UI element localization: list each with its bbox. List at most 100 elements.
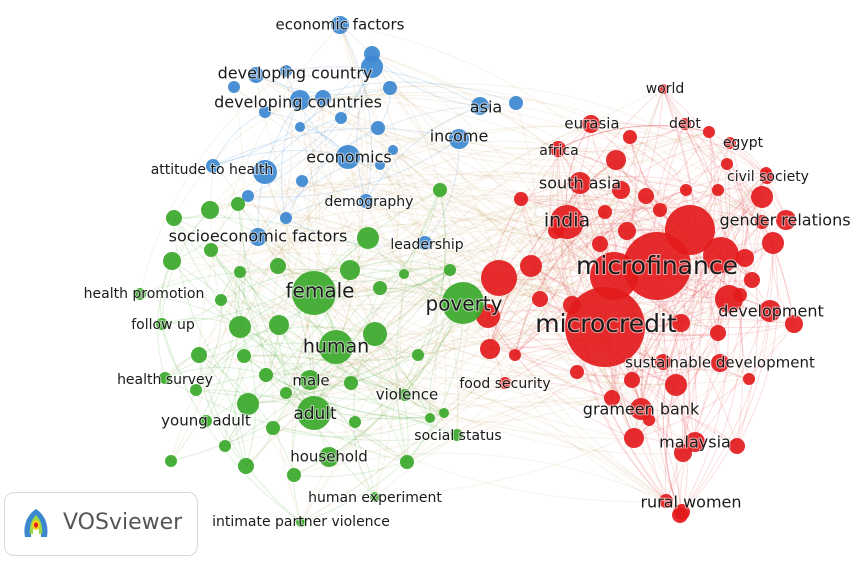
node-label[interactable]: poverty <box>425 291 504 317</box>
node-label[interactable]: eurasia <box>563 114 620 134</box>
blue-cluster-node[interactable] <box>336 145 360 169</box>
blue-cluster-node[interactable] <box>418 236 432 250</box>
red-cluster-node[interactable] <box>514 192 528 206</box>
node-label[interactable]: development <box>717 301 825 322</box>
red-cluster-node[interactable] <box>724 137 736 149</box>
node-label[interactable]: world <box>645 80 686 98</box>
node-label[interactable]: young adult <box>160 411 252 431</box>
red-cluster-node[interactable] <box>733 288 747 302</box>
red-cluster-node[interactable] <box>623 130 637 144</box>
node-label[interactable]: health survey <box>116 371 214 389</box>
red-cluster-node[interactable] <box>532 291 548 307</box>
green-cluster-node[interactable] <box>292 271 336 315</box>
red-cluster-node[interactable] <box>658 84 668 94</box>
green-cluster-node[interactable] <box>204 243 218 257</box>
green-cluster-node[interactable] <box>259 368 273 382</box>
node-label[interactable]: economic factors <box>275 15 406 35</box>
red-cluster-node[interactable] <box>744 272 760 288</box>
red-cluster-node[interactable] <box>623 232 691 300</box>
blue-cluster-node[interactable] <box>248 67 264 83</box>
green-cluster-node[interactable] <box>340 260 360 280</box>
red-cluster-node[interactable] <box>762 232 784 254</box>
blue-cluster-node[interactable] <box>361 56 383 78</box>
node-label[interactable]: female <box>285 278 356 304</box>
green-cluster-node[interactable] <box>357 227 379 249</box>
green-cluster-node[interactable] <box>231 197 245 211</box>
green-cluster-node[interactable] <box>319 447 339 467</box>
red-cluster-node[interactable] <box>638 188 654 204</box>
red-cluster-node[interactable] <box>481 260 517 296</box>
blue-cluster-node[interactable] <box>249 228 267 246</box>
green-cluster-node[interactable] <box>297 396 331 430</box>
red-cluster-node[interactable] <box>755 215 769 229</box>
green-cluster-node[interactable] <box>451 429 463 441</box>
red-cluster-node[interactable] <box>520 255 542 277</box>
node-label[interactable]: income <box>429 126 490 147</box>
green-cluster-node[interactable] <box>200 415 212 427</box>
green-cluster-node[interactable] <box>400 455 414 469</box>
green-cluster-node[interactable] <box>191 347 207 363</box>
node-label[interactable]: intimate partner violence <box>211 513 391 531</box>
node-label[interactable]: grameen bank <box>582 399 701 420</box>
node-label[interactable]: microcredit <box>534 308 678 339</box>
node-label[interactable]: follow up <box>130 316 196 334</box>
red-cluster-node[interactable] <box>499 377 511 389</box>
red-cluster-node[interactable] <box>776 210 796 230</box>
red-cluster-node[interactable] <box>703 237 739 273</box>
red-cluster-node[interactable] <box>674 504 690 520</box>
red-cluster-node[interactable] <box>612 181 630 199</box>
node-label[interactable]: malaysia <box>658 432 732 453</box>
blue-cluster-node[interactable] <box>280 65 292 77</box>
red-cluster-node[interactable] <box>655 354 671 370</box>
blue-cluster-node[interactable] <box>359 194 373 208</box>
green-cluster-node[interactable] <box>370 492 380 502</box>
red-cluster-node[interactable] <box>509 349 521 361</box>
red-cluster-node[interactable] <box>624 428 644 448</box>
node-label[interactable]: india <box>543 209 591 233</box>
node-label[interactable]: asia <box>469 97 503 118</box>
blue-cluster-node[interactable] <box>242 190 254 202</box>
red-cluster-node[interactable] <box>680 184 692 196</box>
blue-cluster-node[interactable] <box>315 90 331 106</box>
green-cluster-node[interactable] <box>269 315 289 335</box>
green-cluster-node[interactable] <box>442 282 484 324</box>
node-label[interactable]: developing country <box>217 63 374 84</box>
red-cluster-node[interactable] <box>759 300 781 322</box>
node-label[interactable]: household <box>289 447 369 467</box>
blue-cluster-node[interactable] <box>228 81 240 93</box>
green-cluster-node[interactable] <box>300 370 320 390</box>
red-cluster-node[interactable] <box>582 115 600 133</box>
red-cluster-node[interactable] <box>550 141 566 157</box>
blue-cluster-node[interactable] <box>206 159 220 173</box>
node-label[interactable]: debt <box>668 115 702 133</box>
red-cluster-node[interactable] <box>624 372 640 388</box>
red-cluster-node[interactable] <box>672 314 690 332</box>
blue-cluster-node[interactable] <box>259 106 271 118</box>
node-label[interactable]: attitude to health <box>150 161 275 179</box>
red-cluster-node[interactable] <box>480 339 500 359</box>
red-cluster-node[interactable] <box>743 373 755 385</box>
red-cluster-node[interactable] <box>550 205 584 239</box>
red-cluster-node[interactable] <box>630 398 652 420</box>
red-cluster-node[interactable] <box>679 118 691 130</box>
green-cluster-node[interactable] <box>201 201 219 219</box>
red-cluster-node[interactable] <box>712 184 724 196</box>
red-cluster-node[interactable] <box>710 325 726 341</box>
node-label[interactable]: socioeconomic factors <box>168 226 349 247</box>
red-cluster-node[interactable] <box>785 315 803 333</box>
green-cluster-node[interactable] <box>399 389 411 401</box>
node-label[interactable]: egypt <box>722 134 765 152</box>
red-cluster-node[interactable] <box>736 249 754 267</box>
blue-cluster-node[interactable] <box>449 129 469 149</box>
red-cluster-node[interactable] <box>703 126 715 138</box>
node-label[interactable]: male <box>291 371 330 391</box>
blue-cluster-node[interactable] <box>296 175 308 187</box>
green-cluster-node[interactable] <box>163 252 181 270</box>
green-cluster-node[interactable] <box>287 468 301 482</box>
red-cluster-node[interactable] <box>598 205 612 219</box>
node-label[interactable]: sustainable development <box>624 353 816 373</box>
green-cluster-node[interactable] <box>363 322 387 346</box>
blue-cluster-node[interactable] <box>375 160 385 170</box>
green-cluster-node[interactable] <box>159 372 171 384</box>
node-label[interactable]: human experiment <box>307 489 443 507</box>
